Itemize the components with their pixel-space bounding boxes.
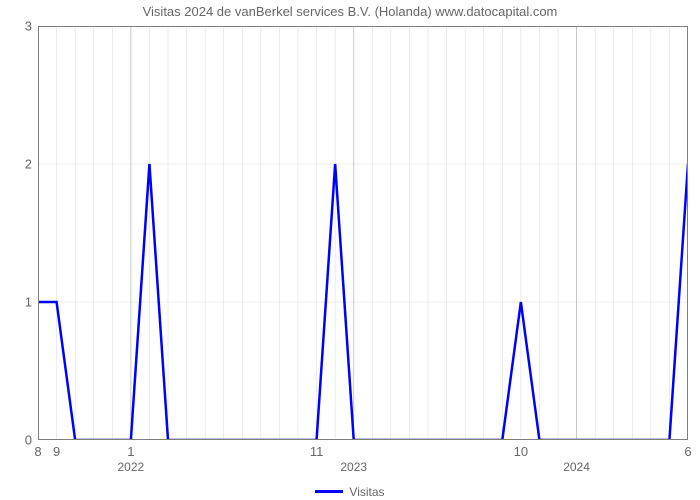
x-major-label: 2024 xyxy=(563,460,590,474)
y-tick-label: 2 xyxy=(25,157,32,172)
x-major-label: 2023 xyxy=(340,460,367,474)
legend: Visitas xyxy=(0,482,700,499)
x-tick-label: 6 xyxy=(684,444,691,459)
x-tick-label: 11 xyxy=(310,444,324,459)
x-tick-label: 10 xyxy=(514,444,528,459)
y-tick-label: 0 xyxy=(25,433,32,448)
x-tick-label: 1 xyxy=(127,444,134,459)
x-tick-label: 8 xyxy=(34,444,41,459)
x-tick-label: 9 xyxy=(53,444,60,459)
legend-item: Visitas xyxy=(315,485,384,499)
y-tick-label: 3 xyxy=(25,19,32,34)
legend-label: Visitas xyxy=(349,485,384,499)
y-tick-label: 1 xyxy=(25,295,32,310)
plot-area: 012389111106 xyxy=(38,26,688,440)
x-major-label: 2022 xyxy=(117,460,144,474)
plot-svg xyxy=(38,26,688,440)
chart-container: Visitas 2024 de vanBerkel services B.V. … xyxy=(0,0,700,500)
legend-swatch xyxy=(315,490,343,493)
chart-title: Visitas 2024 de vanBerkel services B.V. … xyxy=(0,4,700,19)
